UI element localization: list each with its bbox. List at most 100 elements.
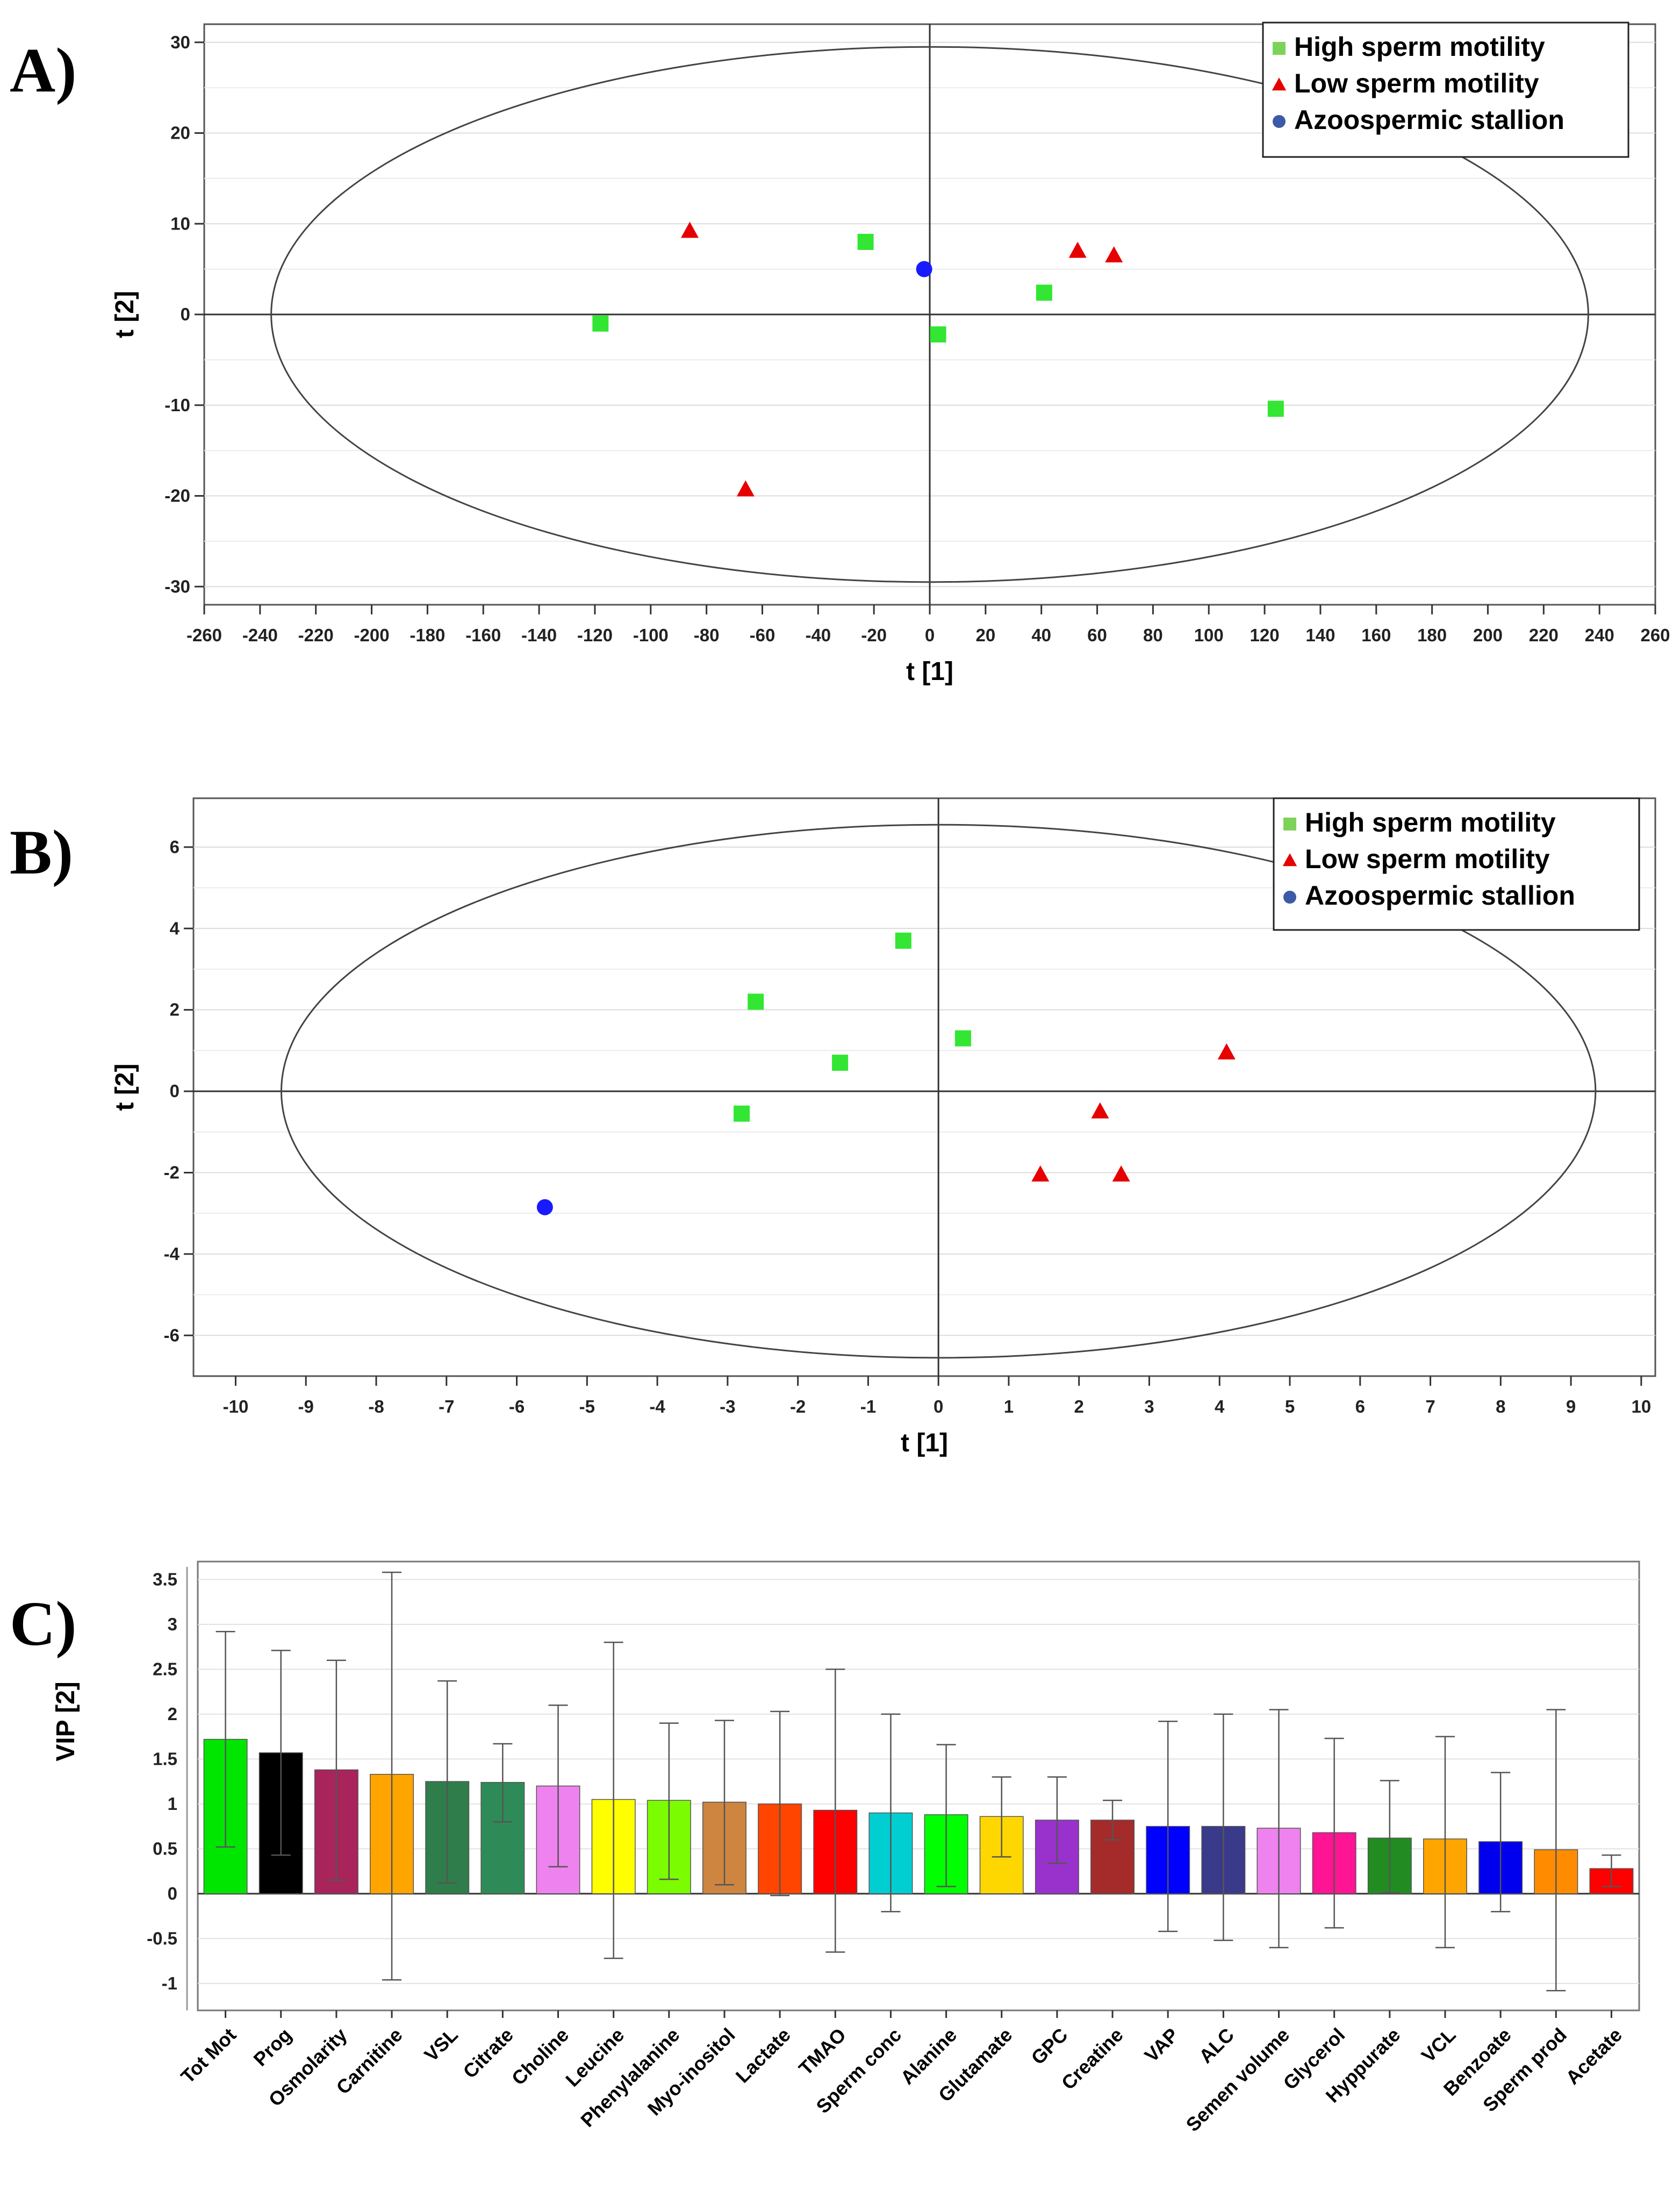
y-tick-label: -1: [162, 1973, 177, 1993]
data-point-square: [1036, 284, 1052, 301]
y-tick-label: -10: [164, 395, 190, 415]
x-tick-label: -7: [439, 1397, 454, 1416]
x-tick-label: -5: [579, 1397, 595, 1416]
x-tick-label: 4: [1215, 1397, 1225, 1416]
y-tick-label: 2: [168, 1704, 177, 1724]
legend-label: Low sperm motility: [1294, 68, 1539, 98]
category-label: Creatine: [1057, 2024, 1128, 2094]
x-tick-label: -20: [861, 625, 887, 645]
x-tick-label: 8: [1496, 1397, 1505, 1416]
x-tick-label: -6: [509, 1397, 525, 1416]
panel-label: C): [10, 1588, 77, 1659]
x-axis-title: t [1]: [906, 657, 953, 686]
x-tick-label: 180: [1417, 625, 1447, 645]
y-tick-label: -20: [164, 486, 190, 506]
x-tick-label: 20: [975, 625, 995, 645]
y-tick-label: -30: [164, 576, 190, 596]
y-tick-label: 3: [168, 1614, 177, 1634]
data-point-triangle: [1068, 241, 1087, 258]
x-tick-label: -8: [368, 1397, 384, 1416]
data-point-triangle: [736, 480, 755, 497]
legend: High sperm motility Low sperm motility Azo…: [1273, 797, 1640, 931]
x-tick-label: 10: [1631, 1397, 1651, 1416]
series-circle: [916, 261, 932, 277]
x-axis-title: t [1]: [901, 1429, 948, 1457]
category-label: ALC: [1195, 2024, 1238, 2067]
data-point-square: [895, 932, 911, 949]
legend-marker-square: [1283, 818, 1296, 830]
series-square: [592, 234, 1284, 417]
category-label: VSL: [420, 2024, 462, 2066]
category-label: VAP: [1140, 2024, 1182, 2066]
y-tick-label: 10: [170, 213, 190, 233]
panel-label: A): [10, 35, 77, 105]
y-tick-label: 0: [170, 1081, 180, 1101]
legend-marker-triangle: [1272, 77, 1287, 91]
data-point-square: [954, 1030, 971, 1047]
x-tick-label: 60: [1087, 625, 1107, 645]
x-tick-label: 260: [1640, 625, 1670, 645]
x-tick-label: -220: [298, 625, 334, 645]
legend-marker-square: [1273, 42, 1286, 55]
legend-label: Low sperm motility: [1305, 844, 1550, 874]
category-label: TMAO: [794, 2024, 850, 2080]
x-tick-label: 5: [1285, 1397, 1295, 1416]
x-tick-label: 40: [1031, 625, 1051, 645]
category-label: Semen volume: [1181, 2024, 1294, 2136]
x-tick-label: -140: [521, 625, 557, 645]
plot-area: [197, 1560, 1640, 2011]
x-tick-label: 200: [1473, 625, 1503, 645]
x-tick-label: -80: [694, 625, 720, 645]
data-point-square: [1267, 400, 1284, 417]
category-label: Tot Mot: [176, 2024, 240, 2088]
x-tick-label: -3: [720, 1397, 735, 1416]
x-tick-label: 9: [1566, 1397, 1576, 1416]
bar-panel: C) -1 -0.5 0 0.5 1 1.5 2 2.5 3 3.5 VIP [2] Tot Mot Pr…: [10, 1560, 1640, 2136]
x-tick-label: -4: [649, 1397, 665, 1416]
y-axis-title: VIP [2]: [52, 1681, 80, 1762]
x-tick-label: -240: [242, 625, 278, 645]
data-point-triangle: [1091, 1102, 1109, 1119]
y-tick-label: 2: [170, 1000, 180, 1020]
series-triangle: [1031, 1043, 1236, 1182]
panel-label: B): [10, 817, 73, 887]
x-tick-label: -100: [633, 625, 669, 645]
x-tick-label: 1: [1004, 1397, 1014, 1416]
x-tick-label: 3: [1144, 1397, 1154, 1416]
x-tick-label: 6: [1355, 1397, 1365, 1416]
data-point-triangle: [1105, 246, 1123, 263]
y-tick-label: 3.5: [153, 1569, 177, 1589]
x-tick-label: -2: [790, 1397, 806, 1416]
x-tick-label: 80: [1143, 625, 1163, 645]
y-tick-label: -6: [164, 1325, 180, 1345]
legend-marker-circle: [1283, 891, 1296, 904]
legend-label: Azoospermic stallion: [1305, 880, 1575, 911]
x-tick-label: 160: [1361, 625, 1391, 645]
data-point-circle: [536, 1199, 553, 1215]
data-point-square: [592, 315, 609, 332]
data-point-triangle: [1031, 1165, 1050, 1182]
x-tick-label: -180: [410, 625, 445, 645]
data-point-circle: [916, 261, 932, 277]
category-label: Phenylalanine: [576, 2024, 684, 2131]
data-point-square: [832, 1055, 849, 1071]
legend-box: [1262, 22, 1629, 158]
x-tick-label: 100: [1194, 625, 1224, 645]
data-point-square: [748, 993, 764, 1010]
legend-box: [1273, 797, 1640, 931]
y-tick-label: -2: [164, 1162, 180, 1182]
series-circle: [536, 1199, 553, 1215]
y-tick-label: 1: [168, 1794, 177, 1814]
x-tick-label: -9: [298, 1397, 314, 1416]
y-tick-label: 4: [170, 918, 180, 938]
x-tick-label: -10: [223, 1397, 249, 1416]
x-tick-label: 220: [1529, 625, 1559, 645]
x-tick-label: 0: [934, 1397, 943, 1416]
x-tick-label: 120: [1250, 625, 1280, 645]
y-tick-label: 0.5: [153, 1838, 177, 1858]
y-tick-label: 20: [170, 123, 190, 143]
x-tick-label: -260: [186, 625, 222, 645]
